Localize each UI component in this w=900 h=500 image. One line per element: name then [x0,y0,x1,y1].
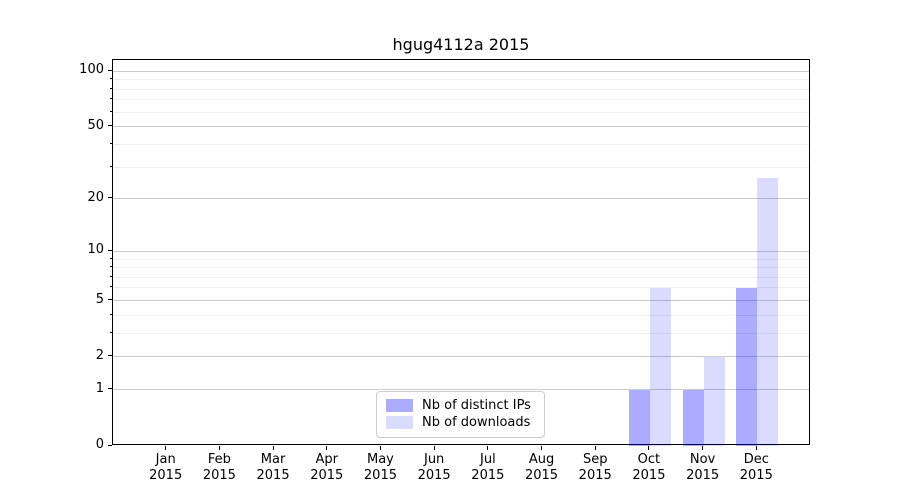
x-tick-label-nov: Nov 2015 [686,452,720,483]
grid-line-major [113,389,809,391]
y-tick-label: 0 [95,437,104,452]
grid-line-major [113,300,809,301]
y-tick-label: 20 [87,189,104,205]
y-tick-mark-minor [110,286,112,288]
x-tick-mark [541,446,543,450]
grid-line-minor [113,79,809,81]
y-tick-label: 2 [95,347,104,363]
y-tick-mark-minor [110,87,112,89]
x-tick-label-dec: Dec 2015 [739,452,773,483]
bar-distinct-ips-nov [682,389,704,446]
x-tick-mark [594,446,596,450]
x-tick-mark [702,446,704,450]
x-tick-label-jun: Jun 2015 [417,452,451,483]
x-tick-mark [272,446,274,450]
bar-distinct-ips-dec [736,287,758,446]
x-tick-label-may: May 2015 [363,452,397,483]
grid-line-minor [113,99,809,101]
y-tick-mark-minor [110,331,112,333]
legend-item-downloads: Nb of downloads [386,414,535,431]
y-tick-label: 1 [95,380,104,396]
grid-line-minor [113,332,809,334]
bar-downloads-oct [649,287,671,446]
x-tick-mark [755,446,757,450]
legend-item-distinct-ips: Nb of distinct IPs [386,397,535,414]
grid-line-major [113,356,809,358]
x-tick-label-jul: Jul 2015 [471,452,505,483]
grid-line-minor [113,276,809,278]
grid-line-minor [113,166,809,168]
x-tick-mark [218,446,220,450]
bar-downloads-dec [757,178,779,446]
y-tick-mark-minor [110,98,112,100]
y-tick-mark [108,125,112,127]
y-tick-mark [108,444,112,446]
bar-distinct-ips-oct [628,389,650,446]
y-tick-mark [108,69,112,71]
y-tick-mark [108,388,112,390]
grid-line-minor [113,258,809,260]
x-tick-mark [648,446,650,450]
x-tick-label-sep: Sep 2015 [578,452,612,483]
y-tick-label: 10 [87,242,104,258]
y-tick-mark [108,355,112,357]
grid-line-minor [113,143,809,145]
grid-line-major [113,198,809,200]
grid-line-minor [113,111,809,113]
y-tick-label: 100 [79,62,104,78]
y-tick-mark [108,197,112,199]
legend-label-distinct-ips: Nb of distinct IPs [422,398,531,413]
y-tick-mark-minor [110,275,112,277]
legend: Nb of distinct IPs Nb of downloads [376,391,545,438]
y-tick-mark-minor [110,266,112,268]
chart-title: hgug4112a 2015 [392,35,530,54]
y-tick-mark [108,299,112,300]
x-tick-mark [487,446,489,450]
y-tick-label: 50 [87,117,104,133]
grid-line-minor [113,88,809,90]
x-tick-label-jan: Jan 2015 [149,452,183,483]
grid-line-major [113,70,809,72]
x-tick-mark [433,446,435,450]
x-tick-label-feb: Feb 2015 [202,452,236,483]
grid-line-major [113,250,809,252]
y-tick-mark-minor [110,78,112,80]
y-tick-mark-minor [110,313,112,315]
y-tick-mark [108,249,112,251]
legend-swatch-distinct-ips [386,399,413,412]
legend-swatch-downloads [386,416,413,429]
grid-line-minor [113,314,809,316]
x-tick-mark [379,446,381,450]
y-tick-mark-minor [110,165,112,167]
grid-line-major [113,126,809,128]
x-tick-mark [326,446,328,450]
x-tick-label-oct: Oct 2015 [632,452,666,483]
y-tick-mark-minor [110,142,112,144]
grid-line-minor [113,267,809,269]
y-tick-mark-minor [110,257,112,259]
y-tick-mark-minor [110,110,112,112]
x-tick-label-apr: Apr 2015 [310,452,344,483]
bar-downloads-nov [703,356,725,446]
x-tick-mark [165,446,167,450]
grid-line-minor [113,287,809,289]
x-tick-label-mar: Mar 2015 [256,452,290,483]
x-tick-label-aug: Aug 2015 [524,452,559,483]
legend-label-downloads: Nb of downloads [422,415,531,430]
y-tick-label: 5 [95,291,104,307]
plot-area [112,59,810,446]
